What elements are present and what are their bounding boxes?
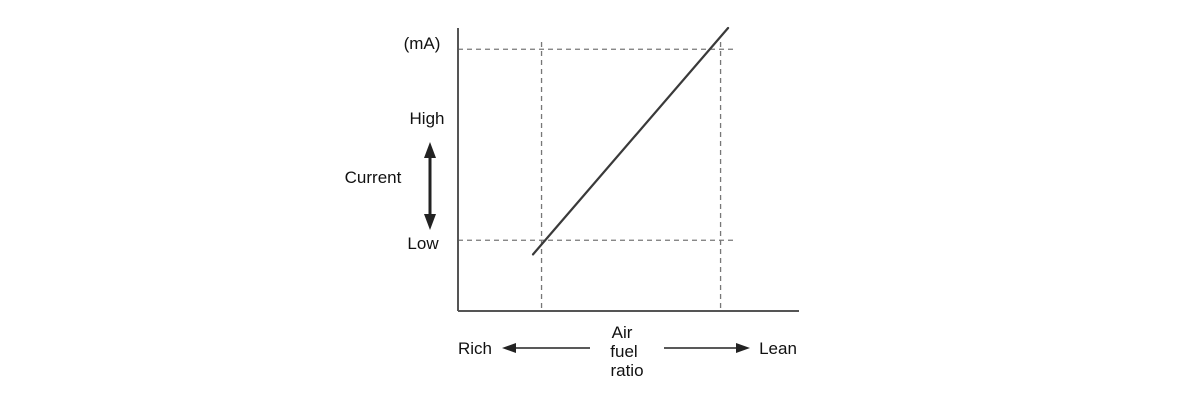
guide-lines	[458, 42, 736, 311]
x-axis-label-line-1: Air	[612, 323, 633, 342]
current-double-arrow-icon	[424, 142, 436, 230]
x-axis-label-line-2: fuel	[610, 342, 637, 361]
x-axis-lean-label: Lean	[759, 339, 797, 358]
y-axis-high-label: High	[410, 109, 445, 128]
series-group	[531, 26, 730, 256]
y-axis-low-label: Low	[407, 234, 439, 253]
lean-arrow-icon	[664, 343, 750, 353]
x-axis-label-line-3: ratio	[610, 361, 643, 380]
x-axis-rich-label: Rich	[458, 339, 492, 358]
rich-arrow-icon	[502, 343, 590, 353]
y-axis-unit: (mA)	[404, 34, 441, 53]
y-axis-label: Current	[345, 168, 402, 187]
series-line-1	[531, 26, 730, 256]
